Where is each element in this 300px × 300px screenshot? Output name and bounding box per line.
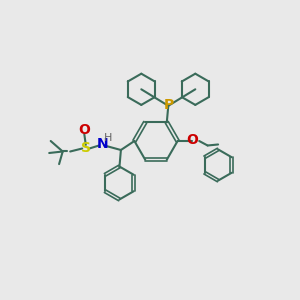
Text: S: S bbox=[81, 142, 91, 155]
Text: O: O bbox=[187, 134, 199, 147]
Text: N: N bbox=[97, 137, 108, 151]
Text: O: O bbox=[78, 123, 90, 137]
Text: H: H bbox=[104, 133, 112, 143]
Text: P: P bbox=[164, 98, 174, 112]
